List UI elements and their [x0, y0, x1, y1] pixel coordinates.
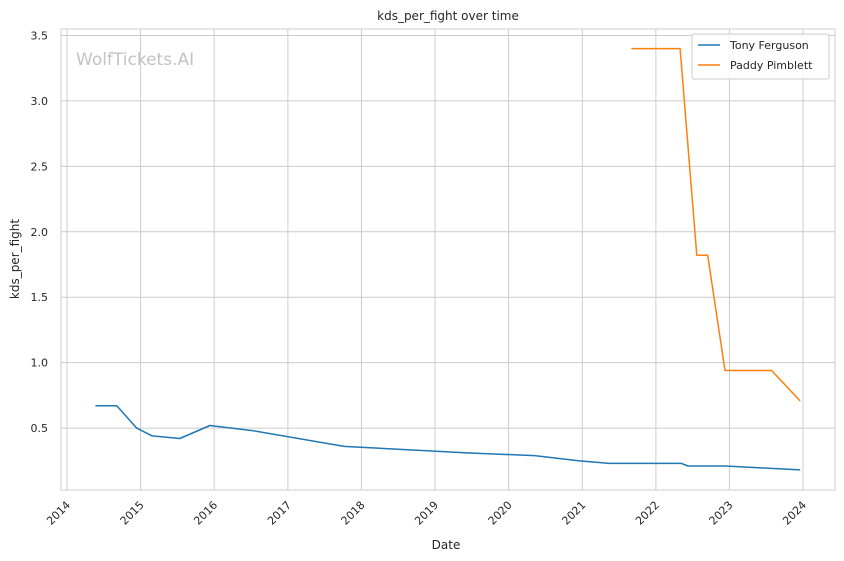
- y-tick-labels: 0.5 1.0 1.5 2.0 2.5 3.0 3.5: [31, 30, 49, 436]
- data-point-tony-ferguson: [116, 405, 118, 407]
- data-point-tony-ferguson: [209, 424, 211, 427]
- data-point-tony-ferguson: [724, 465, 726, 467]
- data-point-paddy-pimblett: [724, 369, 726, 372]
- y-axis-title: kds_per_fight: [8, 219, 22, 300]
- data-point-paddy-pimblett: [799, 399, 801, 402]
- data-point-paddy-pimblett: [770, 369, 773, 372]
- legend: Tony Ferguson Paddy Pimblett: [691, 33, 830, 80]
- y-tick-label: 0.5: [31, 422, 49, 435]
- legend-label-paddy-pimblett: Paddy Pimblett: [730, 59, 813, 72]
- grid-lines: [61, 29, 835, 490]
- data-point-paddy-pimblett: [670, 47, 672, 50]
- y-tick-label: 2.5: [31, 160, 49, 173]
- data-point-tony-ferguson: [343, 445, 345, 447]
- data-point-tony-ferguson: [151, 435, 153, 437]
- data-point-tony-ferguson: [577, 460, 579, 462]
- data-point-tony-ferguson: [799, 469, 801, 471]
- data-point-paddy-pimblett: [631, 47, 633, 50]
- data-point-paddy-pimblett: [679, 47, 681, 50]
- y-tick-label: 1.0: [31, 357, 49, 370]
- y-tick-label: 1.5: [31, 291, 49, 304]
- y-tick-label: 2.0: [31, 226, 49, 239]
- data-point-paddy-pimblett: [696, 254, 698, 256]
- data-point-tony-ferguson: [466, 452, 468, 454]
- data-point-tony-ferguson: [608, 462, 610, 465]
- data-point-tony-ferguson: [706, 465, 708, 467]
- series-layer: [95, 47, 801, 471]
- y-tick-label: 3.0: [31, 95, 49, 108]
- data-point-paddy-pimblett: [707, 254, 709, 256]
- data-point-tony-ferguson: [680, 462, 682, 465]
- legend-label-tony-ferguson: Tony Ferguson: [729, 39, 809, 52]
- data-point-tony-ferguson: [252, 430, 254, 432]
- chart-title: kds_per_fight over time: [377, 9, 519, 23]
- data-point-tony-ferguson: [95, 405, 97, 407]
- series-line-paddy-pimblett: [631, 47, 801, 402]
- legend-box: [691, 33, 830, 80]
- data-point-tony-ferguson: [533, 454, 536, 457]
- data-point-tony-ferguson: [687, 465, 689, 467]
- y-tick-label: 3.5: [31, 30, 49, 43]
- watermark: WolfTickets.AI: [76, 50, 194, 70]
- x-axis-title: Date: [432, 538, 461, 552]
- data-point-tony-ferguson: [179, 437, 181, 440]
- data-point-tony-ferguson: [136, 427, 138, 429]
- data-point-tony-ferguson: [416, 449, 419, 451]
- series-line-tony-ferguson: [95, 405, 800, 471]
- plot-area-frame: [60, 28, 836, 491]
